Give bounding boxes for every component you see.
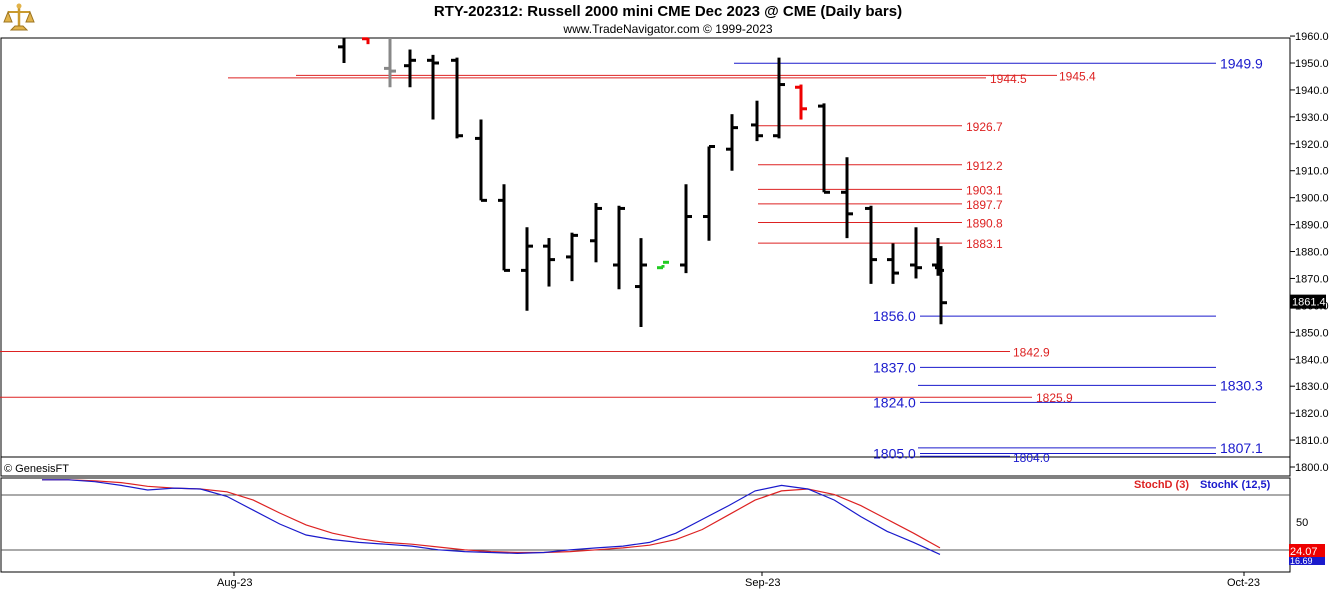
ohlc-bar	[703, 144, 715, 241]
ohlc-bar	[521, 227, 533, 311]
price-tick-label: 1840.0	[1295, 354, 1329, 366]
ohlc-bar	[427, 54, 439, 120]
genesis-watermark: © GenesisFT	[4, 463, 69, 475]
price-tick-label: 1850.0	[1295, 327, 1329, 339]
stochD-value: 24.07	[1290, 546, 1318, 558]
last-price-badge	[1290, 294, 1326, 309]
level-label-1945.4: 1945.4	[1059, 69, 1096, 83]
chart-title: RTY-202312: Russell 2000 mini CME Dec 20…	[433, 3, 903, 20]
level-label-1825.9: 1825.9	[1036, 391, 1073, 405]
ohlc-bar	[795, 84, 807, 120]
price-tick-label: 1880.0	[1295, 247, 1329, 259]
ohlc-bar	[362, 37, 370, 45]
price-tick-label: 1910.0	[1295, 166, 1329, 178]
ohlc-bar	[590, 203, 602, 263]
ohlc-bar	[543, 238, 555, 287]
ohlc-bar	[910, 227, 922, 279]
stochD-value-badge	[1289, 544, 1325, 557]
level-label-1903.1: 1903.1	[966, 183, 1003, 197]
ohlc-bar	[726, 114, 738, 171]
price-tick-label: 1890.0	[1295, 220, 1329, 232]
x-tick-label: Oct-23	[1227, 577, 1260, 589]
stochK-line	[42, 479, 941, 555]
ohlc-bar	[751, 100, 763, 142]
level-label-1830.3: 1830.3	[1220, 377, 1263, 393]
price-tick-label: 1800.0	[1295, 462, 1329, 474]
ohlc-bar	[613, 205, 625, 290]
trade-navigator-logo-icon	[2, 2, 36, 34]
stoch-50-label: 50	[1296, 517, 1308, 529]
ohlc-bar	[680, 184, 692, 274]
chart-header: RTY-202312: Russell 2000 mini CME Dec 20…	[0, 0, 1336, 38]
ohlc-bar	[338, 38, 346, 63]
level-label-1856.0: 1856.0	[873, 308, 916, 324]
x-tick-label: Sep-23	[745, 577, 780, 589]
ohlc-bar	[384, 38, 396, 88]
ohlc-bar	[773, 57, 785, 139]
ohlc-bar	[818, 103, 830, 194]
level-label-1883.1: 1883.1	[966, 237, 1003, 251]
level-label-1807.1: 1807.1	[1220, 440, 1263, 456]
stochK-value-badge	[1289, 557, 1325, 565]
level-label-1804.0: 1804.0	[1013, 451, 1050, 465]
x-tick-label: Aug-23	[217, 577, 252, 589]
price-tick-label: 1960.0	[1295, 31, 1329, 43]
ohlc-bar	[657, 260, 669, 270]
level-label-1824.0: 1824.0	[873, 394, 916, 410]
stochD-legend: StochD (3)	[1134, 479, 1189, 491]
ohlc-bar	[635, 238, 647, 327]
ohlc-bar	[841, 157, 853, 239]
level-label-1912.2: 1912.2	[966, 159, 1003, 173]
ohlc-bar	[475, 119, 487, 202]
stochK-value: 16.69	[1290, 556, 1313, 566]
stochastic-panel-border	[0, 477, 1291, 573]
level-label-1926.7: 1926.7	[966, 120, 1003, 134]
ohlc-bar	[498, 184, 510, 272]
price-tick-label: 1810.0	[1295, 435, 1329, 447]
price-tick-label: 1920.0	[1295, 139, 1329, 151]
price-tick-label: 1830.0	[1295, 381, 1329, 393]
level-label-1944.5: 1944.5	[990, 72, 1027, 86]
level-label-1842.9: 1842.9	[1013, 345, 1050, 359]
last-price-label: 1861.4	[1292, 297, 1326, 309]
ohlc-bar	[451, 57, 463, 139]
level-label-1897.7: 1897.7	[966, 198, 1003, 212]
ohlc-bar	[404, 49, 416, 88]
level-label-1949.9: 1949.9	[1220, 55, 1263, 71]
ohlc-bar	[887, 243, 899, 284]
price-tick-label: 1930.0	[1295, 112, 1329, 124]
price-panel-border	[0, 37, 1291, 477]
price-tick-label: 1950.0	[1295, 58, 1329, 70]
ohlc-bar	[566, 232, 578, 282]
price-tick-label: 1940.0	[1295, 85, 1329, 97]
level-label-1837.0: 1837.0	[873, 359, 916, 375]
ohlc-bar	[865, 205, 877, 284]
chart-subtitle: www.TradeNavigator.com © 1999-2023	[563, 22, 773, 36]
stochK-legend: StochK (12,5)	[1200, 479, 1271, 491]
price-tick-label: 1870.0	[1295, 273, 1329, 285]
price-tick-label: 1900.0	[1295, 193, 1329, 205]
level-label-1890.8: 1890.8	[966, 216, 1003, 230]
level-label-1805.0: 1805.0	[873, 446, 916, 462]
price-tick-label: 1820.0	[1295, 408, 1329, 420]
stochD-line	[42, 479, 941, 554]
ohlc-bar	[935, 246, 947, 325]
